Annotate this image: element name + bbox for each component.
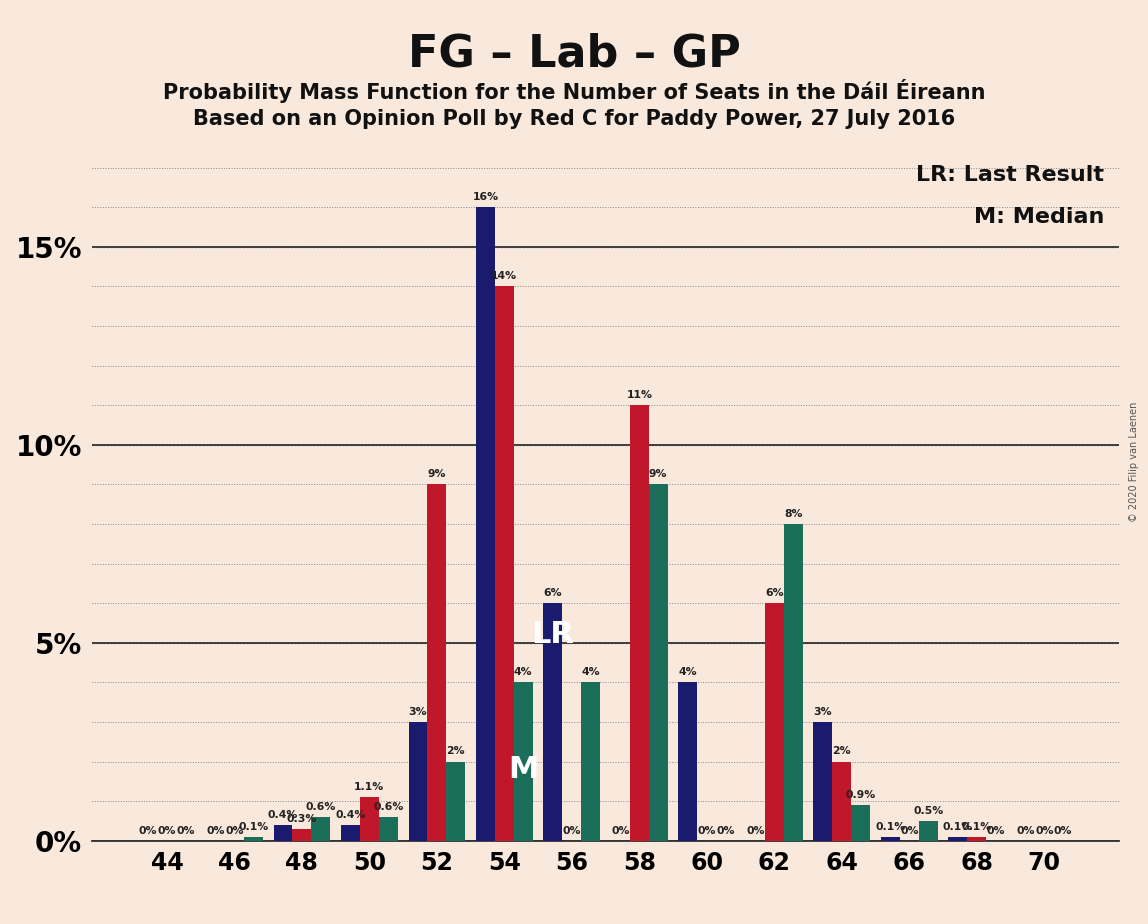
Bar [948, 837, 968, 841]
Bar [495, 286, 514, 841]
Text: 0%: 0% [698, 826, 716, 835]
Text: 2%: 2% [447, 747, 465, 757]
Bar [543, 603, 563, 841]
Text: 0%: 0% [563, 826, 581, 835]
Bar [630, 406, 649, 841]
Bar [765, 603, 784, 841]
Text: 9%: 9% [649, 469, 667, 480]
Text: 8%: 8% [784, 509, 802, 519]
Text: 0%: 0% [611, 826, 629, 835]
Text: 0%: 0% [207, 826, 225, 835]
Text: 0.1%: 0.1% [238, 821, 269, 832]
Text: 0.4%: 0.4% [267, 809, 298, 820]
Text: 6%: 6% [544, 588, 563, 598]
Bar [784, 524, 802, 841]
Text: 14%: 14% [491, 272, 518, 281]
Bar [409, 722, 427, 841]
Bar [581, 683, 600, 841]
Text: 11%: 11% [627, 390, 652, 400]
Text: 0.1%: 0.1% [875, 821, 906, 832]
Text: 3%: 3% [814, 707, 832, 717]
Bar [968, 837, 986, 841]
Text: 0%: 0% [716, 826, 735, 835]
Text: M: Median: M: Median [974, 207, 1104, 226]
Bar [814, 722, 832, 841]
Text: 2%: 2% [832, 747, 851, 757]
Text: 0.1%: 0.1% [943, 821, 974, 832]
Text: 0%: 0% [1016, 826, 1034, 835]
Text: 4%: 4% [514, 667, 533, 677]
Bar [379, 817, 397, 841]
Text: 0.3%: 0.3% [287, 814, 317, 824]
Text: © 2020 Filip van Laenen: © 2020 Filip van Laenen [1130, 402, 1139, 522]
Text: 0%: 0% [177, 826, 195, 835]
Bar [360, 797, 379, 841]
Bar [678, 683, 697, 841]
Text: 0.6%: 0.6% [373, 802, 403, 812]
Bar [427, 484, 447, 841]
Text: M: M [509, 755, 538, 784]
Text: 0.6%: 0.6% [305, 802, 336, 812]
Bar [514, 683, 533, 841]
Text: 0%: 0% [157, 826, 176, 835]
Bar [447, 761, 465, 841]
Text: 0%: 0% [1035, 826, 1054, 835]
Text: 0.4%: 0.4% [335, 809, 366, 820]
Bar [341, 825, 360, 841]
Bar [851, 805, 870, 841]
Text: 0%: 0% [900, 826, 918, 835]
Text: Based on an Opinion Poll by Red C for Paddy Power, 27 July 2016: Based on an Opinion Poll by Red C for Pa… [193, 109, 955, 129]
Text: 0%: 0% [1054, 826, 1072, 835]
Bar [649, 484, 668, 841]
Bar [476, 207, 495, 841]
Text: 4%: 4% [678, 667, 697, 677]
Text: 0.9%: 0.9% [846, 790, 876, 800]
Bar [832, 761, 851, 841]
Text: 0%: 0% [225, 826, 243, 835]
Text: 0%: 0% [139, 826, 157, 835]
Text: 4%: 4% [581, 667, 600, 677]
Bar [293, 829, 311, 841]
Text: 0%: 0% [986, 826, 1004, 835]
Bar [273, 825, 293, 841]
Text: Probability Mass Function for the Number of Seats in the Dáil Éireann: Probability Mass Function for the Number… [163, 79, 985, 103]
Text: 16%: 16% [472, 192, 498, 202]
Text: 1.1%: 1.1% [355, 782, 385, 792]
Bar [918, 821, 938, 841]
Text: 3%: 3% [409, 707, 427, 717]
Text: 0%: 0% [746, 826, 765, 835]
Text: LR: Last Result: LR: Last Result [916, 165, 1104, 185]
Text: 0.1%: 0.1% [962, 821, 992, 832]
Text: FG – Lab – GP: FG – Lab – GP [408, 32, 740, 76]
Bar [881, 837, 900, 841]
Text: 0.5%: 0.5% [913, 806, 944, 816]
Text: LR: LR [532, 620, 574, 650]
Bar [311, 817, 331, 841]
Text: 9%: 9% [427, 469, 447, 480]
Bar [243, 837, 263, 841]
Text: 6%: 6% [765, 588, 784, 598]
